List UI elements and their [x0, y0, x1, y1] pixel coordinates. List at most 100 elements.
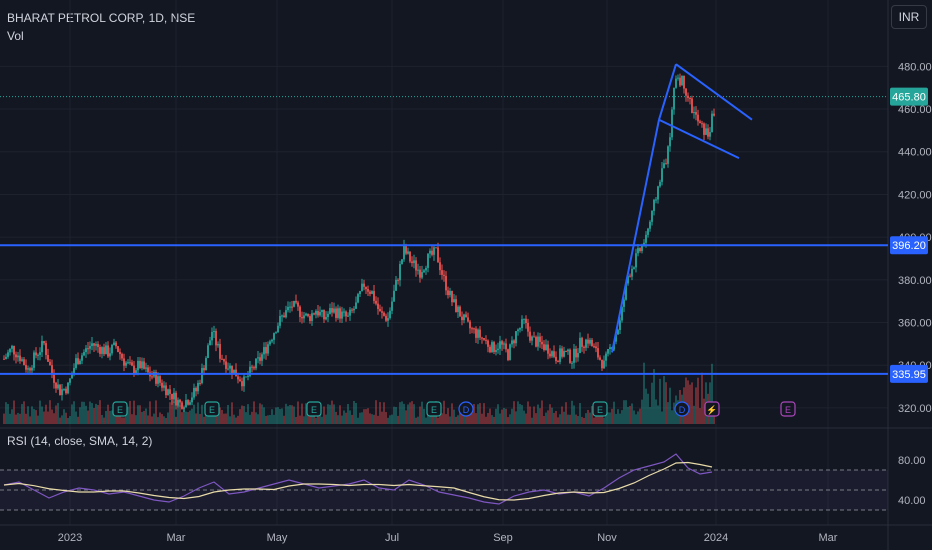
volume-bar [349, 410, 351, 424]
volume-bar [197, 402, 199, 424]
volume-bar [385, 412, 387, 424]
volume-bar [575, 414, 577, 424]
volume-bar [453, 409, 455, 424]
candle-body [657, 186, 659, 200]
volume-bar [157, 417, 159, 424]
volume-bar [235, 417, 237, 424]
trendline[interactable] [611, 119, 660, 353]
candle-body [677, 77, 679, 79]
time-axis[interactable]: 2023 Mar May Jul Sep Nov 2024 Mar [58, 532, 838, 544]
volume-bar [711, 363, 713, 424]
volume-bar [699, 408, 701, 424]
candle-body [331, 308, 333, 313]
candle-body [467, 317, 469, 322]
volume-bar [263, 407, 265, 424]
trendline[interactable] [658, 118, 740, 160]
volume-bar [201, 404, 203, 424]
volume-bar [297, 401, 299, 424]
candle-body [553, 351, 555, 357]
volume-bar [229, 416, 231, 424]
volume-bar [91, 403, 93, 424]
candle-body [371, 291, 373, 294]
candle-body [93, 343, 95, 346]
volume-bar [125, 413, 127, 424]
volume-bar [355, 403, 357, 424]
candle-body [135, 370, 137, 374]
volume-bar [175, 416, 177, 424]
volume-bar [545, 412, 547, 424]
candle-body [349, 309, 351, 316]
candle-body [257, 357, 259, 359]
candle-body [629, 275, 631, 277]
candle-body [287, 306, 289, 311]
volume-bar [449, 416, 451, 424]
candle-body [345, 311, 347, 317]
volume-bar [109, 410, 111, 424]
volume-bar [51, 409, 53, 424]
event-marker-earnings[interactable]: E [204, 401, 220, 417]
candle-body [189, 402, 191, 405]
volume-bar [177, 400, 179, 424]
volume-bar [423, 408, 425, 424]
candles [3, 73, 715, 412]
event-marker-dividend[interactable]: D [674, 401, 690, 417]
volume-bar [457, 415, 459, 424]
candle-body [307, 313, 309, 317]
event-marker-earnings[interactable]: E [780, 401, 796, 417]
volume-bars [3, 362, 715, 424]
volume-bar [89, 401, 91, 424]
volume-bar [131, 414, 133, 424]
rsi-tick-label: 40.00 [898, 495, 926, 507]
volume-bar [83, 401, 85, 424]
candle-body [597, 348, 599, 358]
volume-bar [305, 403, 307, 424]
candle-body [83, 352, 85, 356]
candle-body [689, 97, 691, 99]
candle-body [69, 378, 71, 383]
candle-body [609, 347, 611, 349]
candle-body [519, 328, 521, 330]
trendlines[interactable] [0, 63, 888, 375]
volume-bar [499, 413, 501, 424]
volume-bar [149, 401, 151, 424]
candle-body [503, 343, 505, 345]
candle-body [673, 87, 675, 110]
event-marker-earnings[interactable]: E [112, 401, 128, 417]
volume-bar [483, 403, 485, 424]
candle-body [433, 247, 435, 255]
volume-bar [625, 400, 627, 424]
event-marker-earnings[interactable]: E [426, 401, 442, 417]
volume-bar [587, 409, 589, 424]
price-axis[interactable]: 480.00460.00440.00420.00400.00380.00360.… [890, 61, 932, 415]
volume-bar [43, 411, 45, 424]
volume-bar [333, 404, 335, 424]
candle-body [405, 245, 407, 254]
volume-bar [301, 403, 303, 424]
candle-body [649, 221, 651, 229]
candle-body [653, 199, 655, 211]
candle-body [173, 392, 175, 400]
event-marker-earnings[interactable]: E [306, 401, 322, 417]
event-marker-earnings[interactable]: E [592, 401, 608, 417]
candle-body [419, 269, 421, 278]
candle-body [661, 168, 663, 182]
event-markers[interactable]: E E E E D E D ⚡ E [112, 401, 796, 417]
candle-body [391, 301, 393, 311]
trendline[interactable] [658, 63, 677, 121]
volume-bar [387, 417, 389, 424]
currency-button[interactable]: INR [891, 5, 927, 29]
volume-bar [335, 411, 337, 424]
candle-body [99, 347, 101, 354]
candle-body [225, 361, 227, 369]
event-marker-split[interactable]: ⚡ [704, 401, 720, 417]
candle-body [337, 308, 339, 318]
candle-body [389, 310, 391, 319]
event-marker-dividend[interactable]: D [458, 401, 474, 417]
candle-body [429, 250, 431, 254]
trendline[interactable] [675, 63, 753, 121]
candle-body [491, 342, 493, 353]
candle-body [567, 349, 569, 352]
candle-body [215, 330, 217, 346]
volume-bar [237, 415, 239, 424]
